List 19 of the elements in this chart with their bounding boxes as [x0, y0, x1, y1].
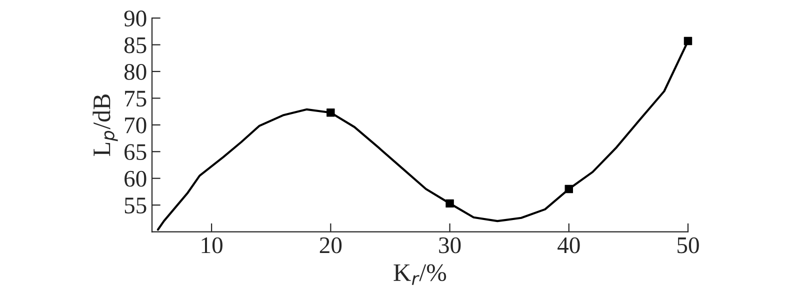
point [684, 36, 692, 46]
y-tick-label: 55 [124, 198, 146, 214]
y-axis-title: L$_{p}$/dB [92, 94, 118, 156]
x-tick-label: 30 [439, 237, 461, 254]
point [564, 184, 573, 194]
x-tick-label: 10 [202, 237, 222, 254]
point [326, 108, 335, 117]
y-tick-label: 60 [124, 170, 146, 187]
y-tick-label: 90 [124, 10, 146, 26]
y-tick-label: 65 [124, 144, 146, 160]
x-axis-title: K$_{r}$/% [394, 264, 446, 285]
point [446, 199, 454, 208]
y-tick-label: 75 [125, 90, 146, 107]
x-tick-label: 40 [558, 237, 580, 254]
x-tick-label: 50 [678, 237, 699, 254]
y-tick-label: 80 [124, 64, 146, 80]
y-tick-label: 85 [124, 37, 146, 54]
y-tick-label: 70 [125, 117, 146, 134]
x-tick-label: 20 [320, 237, 342, 254]
